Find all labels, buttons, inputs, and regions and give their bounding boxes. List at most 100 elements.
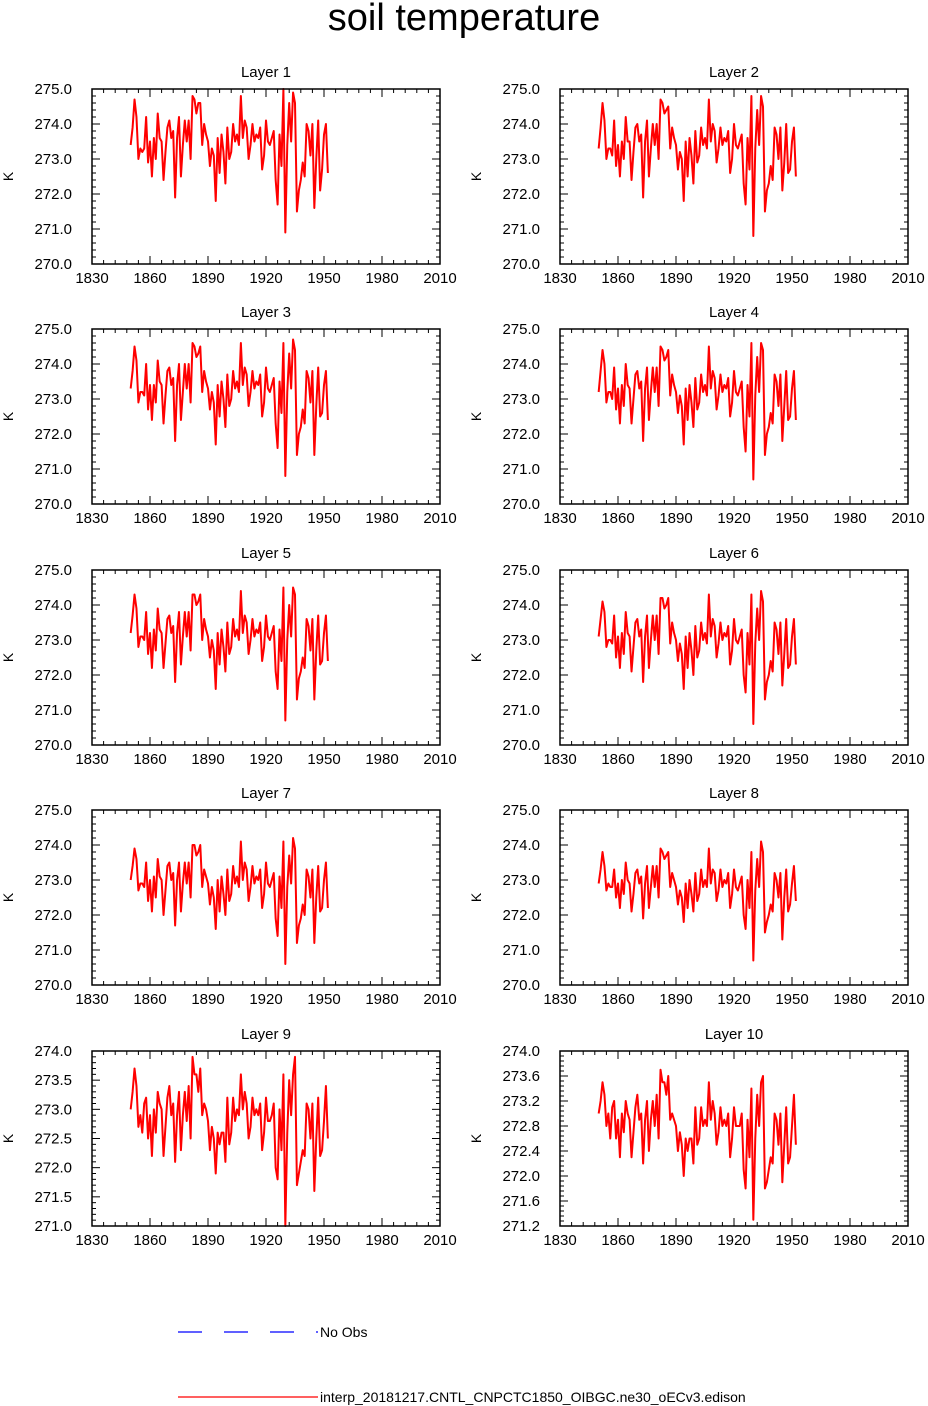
panel-6-series-line [597,590,797,725]
panel-7: Layer 7 K 1830 1860 1890 1920 1950 1980 2010 270.… [0,785,457,1008]
panel-1-ytick-label: 273.0 [34,151,72,168]
panel-9-series-line [129,1055,329,1227]
panel-10-xtick-label: 1860 [601,1232,634,1249]
panel-3-xtick-label: 1920 [249,510,282,527]
panel-3-ylabel: K [0,411,16,421]
panel-6-title: Layer 6 [709,545,759,562]
panel-6-ytick-label: 270.0 [502,737,540,754]
panel-10-xtick-label: 1920 [717,1232,750,1249]
panel-6-ytick-label: 275.0 [502,562,540,579]
panel-3-ytick-label: 270.0 [34,496,72,513]
panel-5-xtick-label: 1890 [191,751,224,768]
panel-8-frame [559,809,909,986]
panel-3-title: Layer 3 [241,304,291,321]
panel-3-series-line [129,338,329,477]
panel-2-series-line [597,95,797,237]
panel-9-ytick-label: 271.0 [34,1218,72,1235]
panel-10-xtick-label: 1890 [659,1232,692,1249]
panel-10-ytick-label: 274.0 [502,1043,540,1060]
panel-5-xtick-label: 1980 [365,751,398,768]
panel-4-xtick-label: 2010 [891,510,924,527]
panel-10: Layer 10 K 1830 1860 1890 1920 1950 1980 2010 271… [468,1026,925,1249]
panel-5-ylabel: K [0,652,16,662]
panel-1-ytick-label: 275.0 [34,81,72,98]
panel-8-xtick-label: 1950 [775,991,808,1008]
panel-2-title: Layer 2 [709,64,759,81]
panel-6-xtick-label: 1920 [717,751,750,768]
panel-8-xtick-label: 1860 [601,991,634,1008]
panel-2-ytick-label: 270.0 [502,256,540,273]
panel-10-title: Layer 10 [705,1026,763,1043]
panel-6-ylabel: K [468,652,484,662]
panel-7-xtick-label: 1980 [365,991,398,1008]
panel-4-title: Layer 4 [709,304,759,321]
panel-5: Layer 5 K 1830 1860 1890 1920 1950 1980 2010 270.… [0,545,457,768]
legend-no-obs-label: No Obs [320,1324,367,1340]
panel-7-xtick-label: 1830 [75,991,108,1008]
panel-8: Layer 8 K 1830 1860 1890 1920 1950 1980 2010 270.… [468,785,925,1008]
panel-1-series-line [129,88,329,234]
panel-9-xtick-label: 1950 [307,1232,340,1249]
panel-5-ytick-label: 272.0 [34,667,72,684]
panel-5-ytick-label: 271.0 [34,702,72,719]
panel-5-ytick-label: 275.0 [34,562,72,579]
panel-2: Layer 2 K 1830 1860 1890 1920 1950 1980 2010 270.… [468,64,925,287]
panel-2-xtick-label: 1830 [543,270,576,287]
panel-6-xtick-label: 1950 [775,751,808,768]
panel-4-ytick-label: 275.0 [502,321,540,338]
panel-1-xtick-label: 1950 [307,270,340,287]
figure-title: soil temperature [327,0,601,39]
panel-7-title: Layer 7 [241,785,291,802]
panel-10-ytick-label: 271.2 [502,1218,540,1235]
panel-3-xtick-label: 2010 [423,510,456,527]
panel-6-ytick-label: 272.0 [502,667,540,684]
panel-10-xtick-label: 2010 [891,1232,924,1249]
panel-1-xtick-label: 1890 [191,270,224,287]
panel-4-ytick-label: 274.0 [502,356,540,373]
panel-3-ytick-label: 271.0 [34,461,72,478]
panel-7-ytick-label: 275.0 [34,802,72,819]
panel-1-title: Layer 1 [241,64,291,81]
panel-1-ylabel: K [0,171,16,181]
panel-6: Layer 6 K 1830 1860 1890 1920 1950 1980 2010 270.… [468,545,925,768]
panel-7-ytick-label: 272.0 [34,907,72,924]
panel-10-ytick-label: 272.4 [502,1143,540,1160]
panel-1-xtick-label: 1830 [75,270,108,287]
panel-10-series-line [597,1068,797,1221]
panel-10-xtick-label: 1830 [543,1232,576,1249]
panel-4-xtick-label: 1920 [717,510,750,527]
panel-1-xtick-label: 2010 [423,270,456,287]
panel-7-xtick-label: 1950 [307,991,340,1008]
panel-9-xtick-label: 1980 [365,1232,398,1249]
panel-6-xtick-label: 1860 [601,751,634,768]
panel-2-xtick-label: 1950 [775,270,808,287]
panel-9-ytick-label: 274.0 [34,1043,72,1060]
panel-9-ytick-label: 272.0 [34,1160,72,1177]
panel-3-xtick-label: 1830 [75,510,108,527]
panel-10-ytick-label: 272.0 [502,1168,540,1185]
panel-3-ytick-label: 274.0 [34,356,72,373]
panel-3-frame [91,328,441,505]
panel-1: Layer 1 K 1830 1860 1890 1920 1950 1980 2010 270.… [0,64,457,287]
panel-9-frame [91,1050,441,1227]
panel-7-xtick-label: 1860 [133,991,166,1008]
panel-10-frame [559,1050,909,1227]
panel-5-title: Layer 5 [241,545,291,562]
panel-9-ylabel: K [0,1133,16,1143]
panel-7-frame [91,809,441,986]
panel-5-ytick-label: 270.0 [34,737,72,754]
panel-1-frame [91,88,441,265]
panel-10-ytick-label: 273.6 [502,1068,540,1085]
panel-9-title: Layer 9 [241,1026,291,1043]
panel-7-ytick-label: 273.0 [34,872,72,889]
panel-5-ytick-label: 273.0 [34,632,72,649]
panel-1-xtick-label: 1980 [365,270,398,287]
panel-10-ytick-label: 273.2 [502,1093,540,1110]
panel-2-xtick-label: 1980 [833,270,866,287]
panel-10-ytick-label: 272.8 [502,1118,540,1135]
panel-6-xtick-label: 1890 [659,751,692,768]
panel-5-frame [91,569,441,746]
panel-6-ytick-label: 273.0 [502,632,540,649]
panel-8-ytick-label: 272.0 [502,907,540,924]
